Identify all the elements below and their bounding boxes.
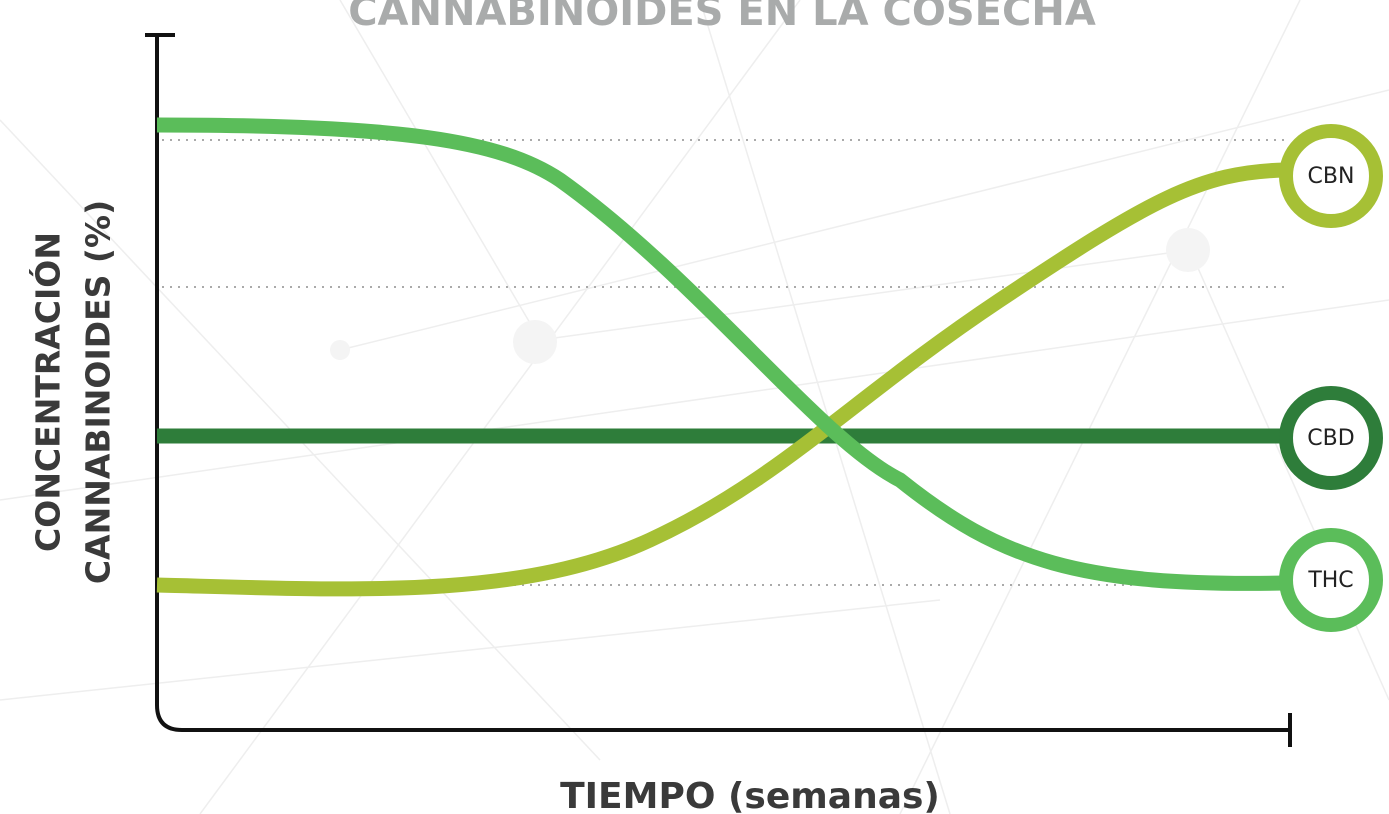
cbn-label: CBN bbox=[1308, 164, 1355, 189]
cbn-marker bbox=[1279, 124, 1383, 228]
thc-marker bbox=[1279, 528, 1383, 632]
thc-curve bbox=[156, 117, 1286, 591]
y-axis-label-line2: CANNABINOIDES (%) bbox=[79, 200, 118, 584]
cbd-marker bbox=[1279, 386, 1383, 490]
thc-label: THC bbox=[1307, 568, 1353, 593]
y-axis-label-line1: CONCENTRACIÓN bbox=[28, 232, 68, 552]
title: CANNABINOIDES EN LA COSECHA bbox=[348, 0, 1096, 35]
guide-lines bbox=[162, 139, 1290, 586]
axes bbox=[145, 33, 1292, 747]
cbn-curve bbox=[156, 162, 1286, 597]
x-axis-label: TIEMPO (semanas) bbox=[560, 776, 940, 814]
cbd-label: CBD bbox=[1307, 426, 1354, 451]
